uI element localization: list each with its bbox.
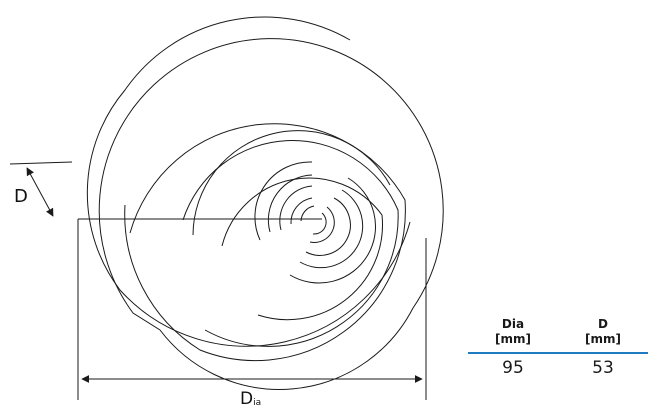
dust-cap-ripple-10	[312, 212, 327, 235]
dust-cap-ripple-3	[279, 185, 313, 231]
dimensions-table: Dia [mm] D [mm] 95 53	[468, 315, 648, 379]
depth-label: D	[14, 186, 28, 207]
header-unit: [mm]	[585, 332, 621, 346]
depth-dimension-arrow	[26, 167, 54, 217]
header-name: Dia	[501, 317, 525, 331]
diameter-label-subscript: ia	[253, 398, 262, 408]
dust-cap-ripple-6	[289, 177, 376, 284]
table-row: 95 53	[468, 353, 648, 379]
header-unit: [mm]	[495, 332, 531, 346]
outer-housing-outline	[98, 38, 444, 390]
diameter-label: Dia	[240, 389, 261, 409]
table-cell-dia: 95	[502, 358, 524, 378]
dust-cap-ripple-1	[254, 161, 313, 241]
dust-cap-ripple-4	[290, 197, 313, 225]
rim-arc-1	[86, 16, 411, 347]
cone-arc-2	[192, 130, 391, 236]
header-name: D	[598, 317, 608, 331]
dust-cap-ripple-8	[305, 197, 351, 256]
cone-arc-3	[221, 177, 383, 321]
dust-cap-ripple-7	[299, 189, 364, 269]
table-header-d: D [mm]	[558, 315, 648, 354]
table-header-dia: Dia [mm]	[468, 315, 558, 354]
table-cell-d: 53	[592, 358, 614, 378]
table-header-row: Dia [mm] D [mm]	[468, 315, 648, 354]
rim-arc-2	[124, 123, 406, 362]
dust-cap-ripple-9	[309, 206, 335, 243]
depth-extension-top	[9, 161, 73, 165]
dust-cap-ripple-2	[267, 174, 313, 233]
cone-arc-1	[182, 140, 399, 347]
diameter-label-main: D	[240, 389, 254, 409]
